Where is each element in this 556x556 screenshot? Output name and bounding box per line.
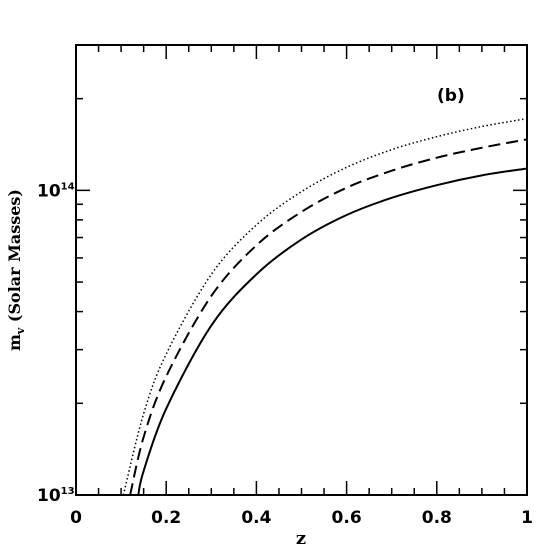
series-line-dashed xyxy=(129,138,528,496)
y-tick-label-base: 10 xyxy=(37,486,61,506)
y-tick-label-exponent: 13 xyxy=(61,486,75,497)
series-line-solid xyxy=(137,167,528,496)
series-lines xyxy=(122,117,528,496)
y-tick-label: 1014 xyxy=(37,181,75,201)
y-tick-label: 1013 xyxy=(37,486,75,506)
minor-ticks xyxy=(76,44,527,495)
y-axis-title-subscript: v xyxy=(14,327,27,335)
x-axis-title: z xyxy=(296,528,306,549)
y-axis-title-rest: (Solar Masses) xyxy=(5,189,24,328)
x-tick-label: 0.6 xyxy=(332,508,362,528)
y-tick-label-exponent: 14 xyxy=(61,181,75,192)
plot-frame xyxy=(75,44,528,496)
series-line-dotted xyxy=(122,117,528,496)
x-tick-labels: 0 0.2 0.4 0.6 0.8 1 xyxy=(70,508,533,528)
y-axis-title: mv (Solar Masses) xyxy=(5,189,27,351)
major-ticks xyxy=(75,45,528,496)
x-tick-label: 0 xyxy=(70,508,82,528)
x-tick-label: 0.2 xyxy=(151,508,181,528)
y-axis-title-main: m xyxy=(5,334,24,351)
x-tick-label: 0.4 xyxy=(241,508,271,528)
x-tick-label: 1 xyxy=(521,508,533,528)
x-tick-label: 0.8 xyxy=(422,508,452,528)
panel-label: (b) xyxy=(437,86,465,106)
y-tick-label-base: 10 xyxy=(37,181,61,201)
